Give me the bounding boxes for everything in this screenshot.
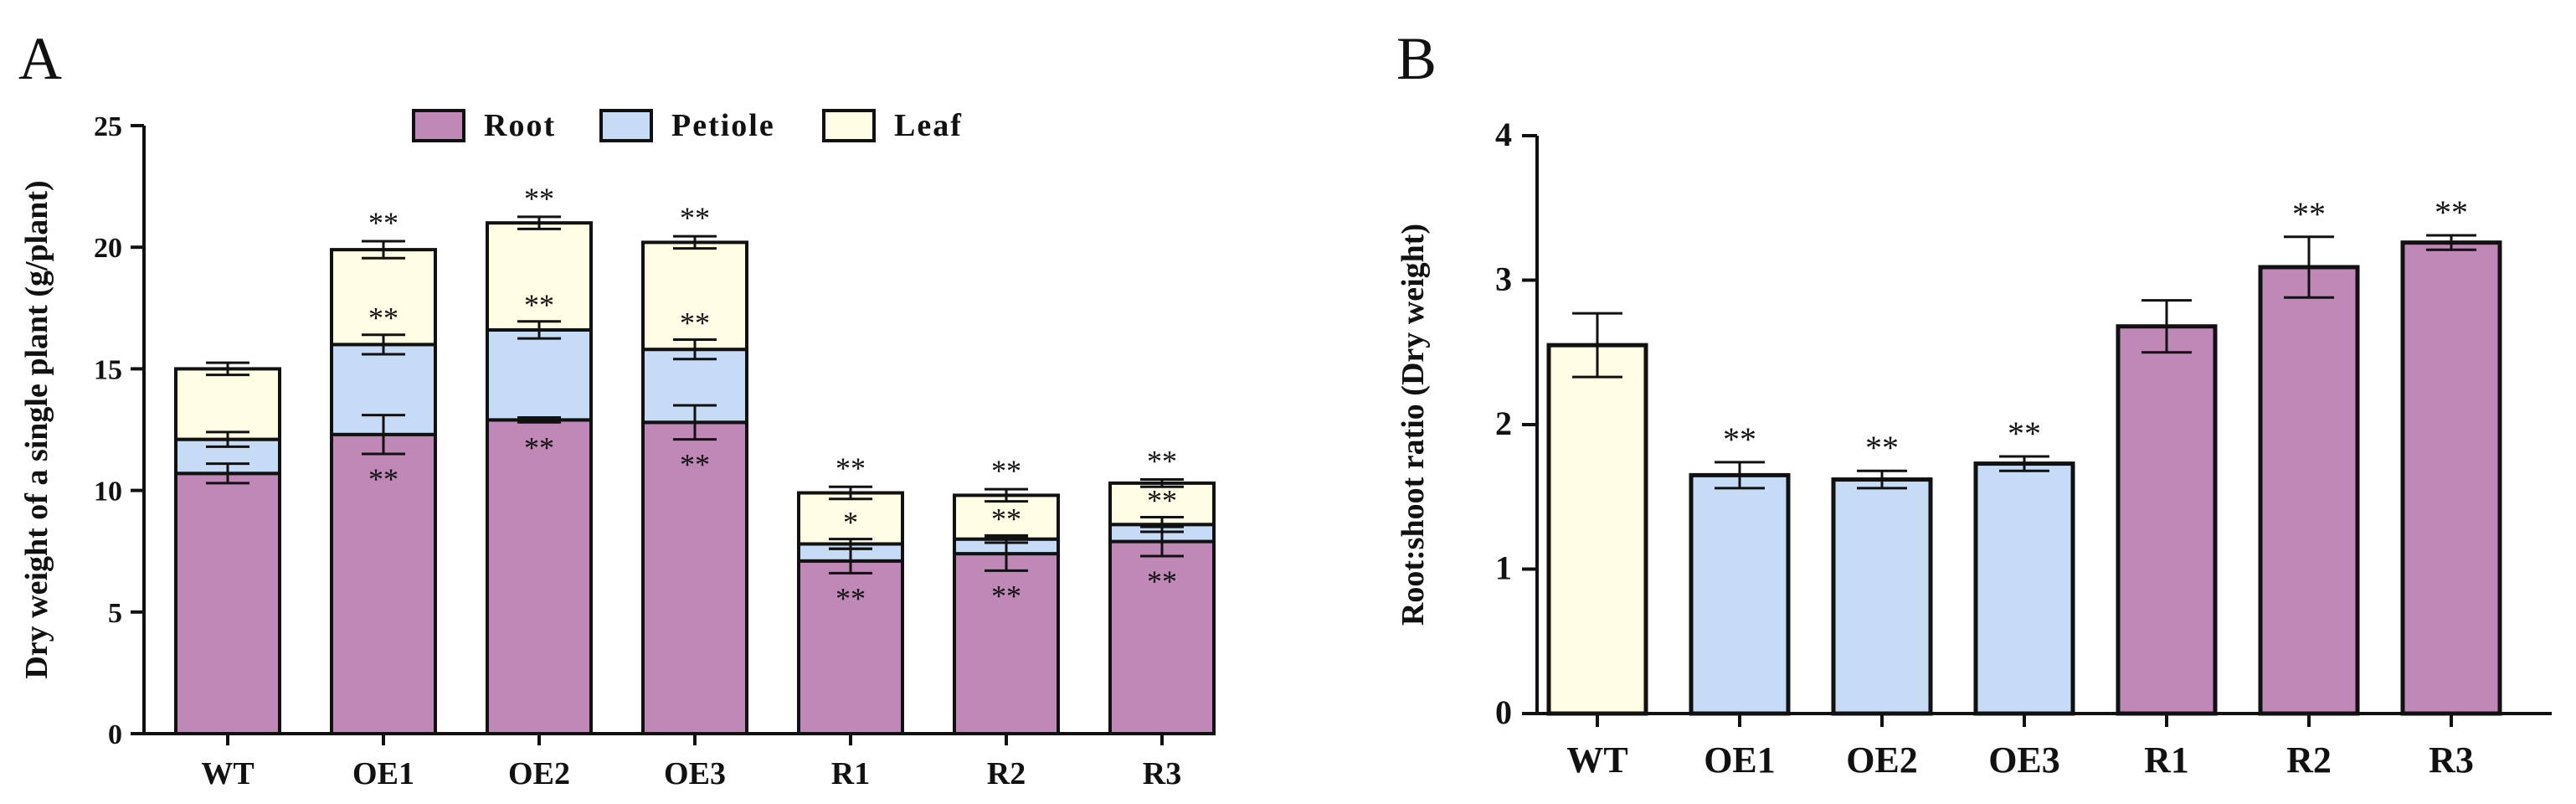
chart-a-bar-root-r3 <box>1108 539 1216 735</box>
chart-b-y-axis-title: Root:shoot ratio (Dry weight) <box>1396 224 1431 626</box>
chart-a-significance-label: ** <box>1147 564 1177 598</box>
chart-b-x-tick-label: R1 <box>2144 740 2189 781</box>
chart-a-significance-label: ** <box>680 448 710 482</box>
chart-b-bar-r3 <box>2400 240 2502 716</box>
chart-b-x-tick-label: OE2 <box>1846 740 1918 781</box>
chart-a-bar-root-oe1 <box>330 432 437 735</box>
chart-a-significance-label: ** <box>368 206 398 240</box>
chart-a-x-tick-label: R2 <box>987 756 1026 791</box>
chart-a-legend-label-leaf: Leaf <box>894 108 963 143</box>
chart-a-x-tick-label: OE1 <box>352 756 414 791</box>
chart-a-significance-label: ** <box>524 288 554 322</box>
chart-a-significance-label: * <box>843 506 858 539</box>
chart-b-bar-r1 <box>2116 324 2218 716</box>
chart-a-x-tick-label: R1 <box>831 756 870 791</box>
chart-b-bar-oe3 <box>1973 461 2075 716</box>
chart-a-bar-root-oe3 <box>641 420 748 735</box>
chart-a-legend-swatch-petiole <box>599 109 653 142</box>
chart-a: 0 5 10 15 20 25 Dry weight of a single plant (… <box>19 108 1216 791</box>
chart-a-bar-leaf-wt <box>174 367 281 441</box>
chart-b-y-tick-label: 3 <box>1495 260 1512 298</box>
chart-a-significance-label: ** <box>836 451 866 485</box>
chart-a-y-tick-label: 20 <box>94 233 122 264</box>
chart-a-y-tick-label: 15 <box>94 354 122 385</box>
chart-a-x-tick-label: OE3 <box>664 756 726 791</box>
chart-b-bar-oe2 <box>1831 477 1933 716</box>
chart-b-x-tick-label: R2 <box>2286 740 2332 781</box>
chart-a-bar-leaf-oe3 <box>641 240 748 352</box>
chart-a-y-tick-label: 10 <box>94 477 122 508</box>
chart-a-legend-swatch-leaf <box>822 109 876 142</box>
chart-b: 0 1 2 3 4 Root:shoot ratio (Dry weight) WT OE1 *… <box>1396 116 2552 781</box>
chart-b-y-tick-label: 0 <box>1495 693 1512 731</box>
chart-a-significance-label: ** <box>524 430 554 464</box>
chart-a-bar-root-wt <box>174 472 281 735</box>
chart-b-x-tick-label: WT <box>1566 740 1627 781</box>
chart-a-significance-label: ** <box>991 579 1021 612</box>
chart-a-bar-leaf-oe1 <box>330 248 437 347</box>
chart-a-significance-label: ** <box>991 502 1021 535</box>
chart-a-significance-label: ** <box>368 462 398 496</box>
chart-b-x-tick-label: OE3 <box>1988 740 2060 781</box>
chart-b-bar-wt <box>1546 343 1648 716</box>
chart-a-significance-label: ** <box>836 581 866 615</box>
chart-a-significance-label: ** <box>1147 484 1177 518</box>
chart-a-bar-root-r2 <box>953 552 1060 735</box>
chart-b-bar-r2 <box>2258 265 2360 716</box>
chart-b-significance-label: ** <box>1723 420 1756 458</box>
chart-a-legend-label-root: Root <box>484 108 556 143</box>
chart-a-y-tick-label: 25 <box>94 111 122 142</box>
panel-a-label: A <box>18 25 62 92</box>
chart-a-legend-swatch-root <box>412 109 465 142</box>
chart-b-significance-label: ** <box>2435 193 2468 231</box>
chart-b-bar-oe1 <box>1689 472 1791 716</box>
chart-a-significance-label: ** <box>1147 445 1177 478</box>
chart-b-x-tick-label: OE1 <box>1704 740 1776 781</box>
chart-b-y-tick-label: 4 <box>1495 116 1512 153</box>
chart-a-x-tick-label: WT <box>201 756 254 791</box>
chart-a-significance-label: ** <box>680 307 710 340</box>
chart-a-significance-label: ** <box>368 302 398 335</box>
chart-a-y-tick-label: 5 <box>108 598 122 629</box>
chart-a-x-tick-label: OE2 <box>508 756 570 791</box>
chart-b-significance-label: ** <box>1865 429 1899 466</box>
chart-a-significance-label: ** <box>680 201 710 234</box>
chart-b-y-tick-label: 1 <box>1495 549 1512 587</box>
chart-b-x-tick-label: R3 <box>2429 740 2474 781</box>
chart-a-y-axis-title: Dry weight of a single plant (g/plant) <box>19 180 54 678</box>
chart-b-y-tick-label: 2 <box>1495 405 1512 442</box>
chart-b-significance-label: ** <box>2008 415 2041 452</box>
chart-a-x-tick-label: R3 <box>1143 756 1181 791</box>
panel-b-label: B <box>1396 25 1437 92</box>
chart-a-bar-root-oe2 <box>486 418 593 735</box>
chart-a-bar-petiole-oe2 <box>486 327 593 422</box>
chart-a-significance-label: ** <box>991 454 1021 487</box>
chart-a-significance-label: ** <box>524 182 554 215</box>
chart-b-significance-label: ** <box>2292 195 2326 233</box>
chart-a-y-tick-label: 0 <box>108 719 122 750</box>
chart-a-legend-label-petiole: Petiole <box>671 108 775 143</box>
